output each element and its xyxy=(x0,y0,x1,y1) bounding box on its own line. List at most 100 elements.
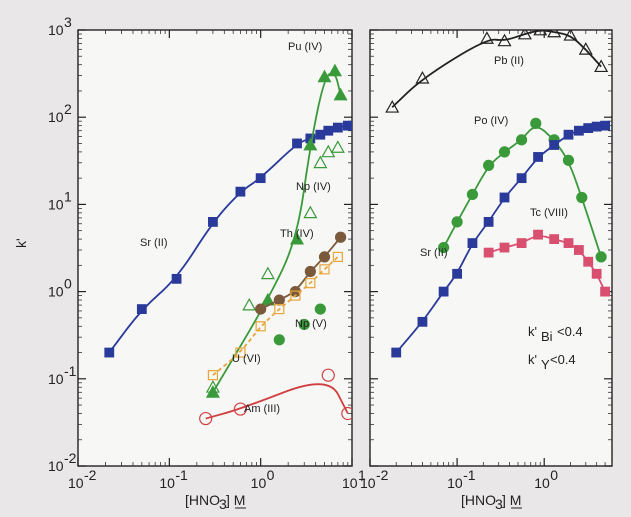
data-point-tc-viii xyxy=(591,268,602,279)
data-point-sr-ii xyxy=(255,173,266,184)
right-chart-panel: 10 -2 10 -1 10 0[HNO 3] MPb (II)Po (IV)Sr (II)… xyxy=(360,29,613,512)
annotation-value: <0.4 xyxy=(557,324,583,339)
series-label-sr-ii: Sr (II) xyxy=(420,247,448,259)
data-point-pb-ii xyxy=(385,100,400,113)
data-point-tc-viii xyxy=(563,238,574,248)
data-point-am-iii xyxy=(233,402,248,416)
data-point-am-iii xyxy=(199,411,213,426)
data-point-sr-ii xyxy=(600,120,611,131)
data-point-sr-ii xyxy=(391,347,402,358)
y-axis-label: k' xyxy=(13,238,29,248)
series-pb-ii xyxy=(385,30,609,113)
data-point-po-iv xyxy=(530,117,542,129)
data-point-np-iv xyxy=(303,205,318,219)
data-point-np-v xyxy=(314,303,326,315)
data-point-sr-ii xyxy=(573,125,584,136)
series-label-np-iv: Np (IV) xyxy=(296,181,331,193)
data-point-pb-ii xyxy=(563,30,578,41)
data-point-po-iv xyxy=(595,251,607,263)
data-point-sr-ii xyxy=(417,316,428,327)
annotation-value: <0.4 xyxy=(550,352,576,367)
data-point-tc-viii xyxy=(483,247,494,258)
data-point-tc-viii xyxy=(600,286,611,297)
data-point-sr-ii xyxy=(583,123,594,133)
data-point-pu-iv xyxy=(289,231,305,245)
data-point-np-iv xyxy=(260,266,275,280)
data-point-np-iv xyxy=(330,140,345,153)
data-point-pb-ii xyxy=(479,31,494,44)
data-point-pb-ii xyxy=(517,30,532,40)
data-point-po-iv xyxy=(483,159,495,172)
data-point-u-vi xyxy=(207,370,219,381)
data-point-am-iii xyxy=(321,368,335,382)
y-tick-label: 10 xyxy=(48,284,64,300)
x-tick-exponent: 0 xyxy=(550,467,558,483)
y-tick-exponent: 1 xyxy=(64,188,72,204)
y-tick-exponent: -1 xyxy=(64,363,77,379)
data-point-po-iv xyxy=(466,188,479,201)
x-axis-label-unit: ] M xyxy=(502,492,521,508)
y-tick-exponent: 0 xyxy=(64,276,72,292)
data-point-np-iv xyxy=(205,380,220,393)
data-point-sr-ii xyxy=(549,140,560,150)
data-point-pu-iv xyxy=(303,137,318,151)
series-line-am-iii xyxy=(205,383,349,420)
annotation-k-label: k' xyxy=(528,324,537,339)
plot-frame xyxy=(77,29,353,467)
data-point-pu-iv xyxy=(327,63,342,77)
data-point-po-iv xyxy=(576,191,588,204)
data-point-sr-ii xyxy=(235,186,246,197)
data-point-pb-ii xyxy=(533,30,548,36)
data-point-u-vi xyxy=(319,264,330,275)
data-point-sr-ii xyxy=(516,173,527,184)
annotation-subscript: Y xyxy=(541,357,550,372)
data-point-sr-ii xyxy=(499,192,510,203)
data-point-th-iv xyxy=(334,231,347,243)
data-point-np-iv xyxy=(313,155,328,169)
series-label-pu-iv: Pu (IV) xyxy=(288,41,322,53)
data-point-tc-viii xyxy=(533,229,543,240)
y-tick-exponent: 3 xyxy=(64,14,72,30)
data-point-sr-ii xyxy=(483,216,494,227)
data-point-th-iv xyxy=(304,265,316,278)
annotation-subscript: Bi xyxy=(541,329,553,344)
data-point-np-iv xyxy=(321,144,336,158)
data-point-sr-ii xyxy=(171,273,182,284)
data-point-pb-ii xyxy=(547,30,562,38)
data-point-u-vi xyxy=(274,303,285,315)
data-point-u-vi xyxy=(235,347,246,358)
series-am-iii xyxy=(199,368,352,426)
x-tick-label: 10 xyxy=(534,475,550,491)
y-tick-exponent: 2 xyxy=(64,101,72,117)
data-point-tc-viii xyxy=(516,238,527,248)
data-point-pb-ii xyxy=(578,42,593,55)
data-point-u-vi xyxy=(255,321,266,332)
data-point-np-v xyxy=(273,334,285,346)
data-point-np-iv xyxy=(242,297,257,311)
data-point-po-iv xyxy=(438,241,450,254)
data-point-sr-ii xyxy=(323,125,334,136)
data-point-sr-ii xyxy=(104,347,115,358)
data-point-tc-viii xyxy=(583,256,594,267)
data-point-tc-viii xyxy=(499,242,510,253)
data-point-po-iv xyxy=(516,134,528,146)
data-point-am-iii xyxy=(341,406,352,421)
left-chart-panel: 10 -210 -110 010 110 210 310 -2 10 -1 10 0 10 1[HNO 3]… xyxy=(13,14,366,512)
data-point-np-v xyxy=(298,318,310,331)
data-point-sr-ii xyxy=(292,138,302,149)
x-axis-label-subscript: 3 xyxy=(219,496,227,512)
series-label-th-iv: Th (IV) xyxy=(280,228,314,240)
x-tick-exponent: -2 xyxy=(84,467,97,483)
series-label-po-iv: Po (IV) xyxy=(474,115,508,127)
series-sr-ii xyxy=(391,120,611,358)
x-tick-exponent: -2 xyxy=(376,467,389,483)
series-line-pb-ii xyxy=(391,30,602,108)
data-point-th-iv xyxy=(255,303,267,315)
data-point-pu-iv xyxy=(317,69,332,83)
data-point-u-vi xyxy=(332,251,343,262)
x-axis-label: [HNO xyxy=(185,492,220,508)
data-point-th-iv xyxy=(318,251,331,263)
data-point-tc-viii xyxy=(549,234,560,245)
y-tick-label: 10 xyxy=(48,22,64,38)
series-label-sr-ii: Sr (II) xyxy=(140,237,168,249)
